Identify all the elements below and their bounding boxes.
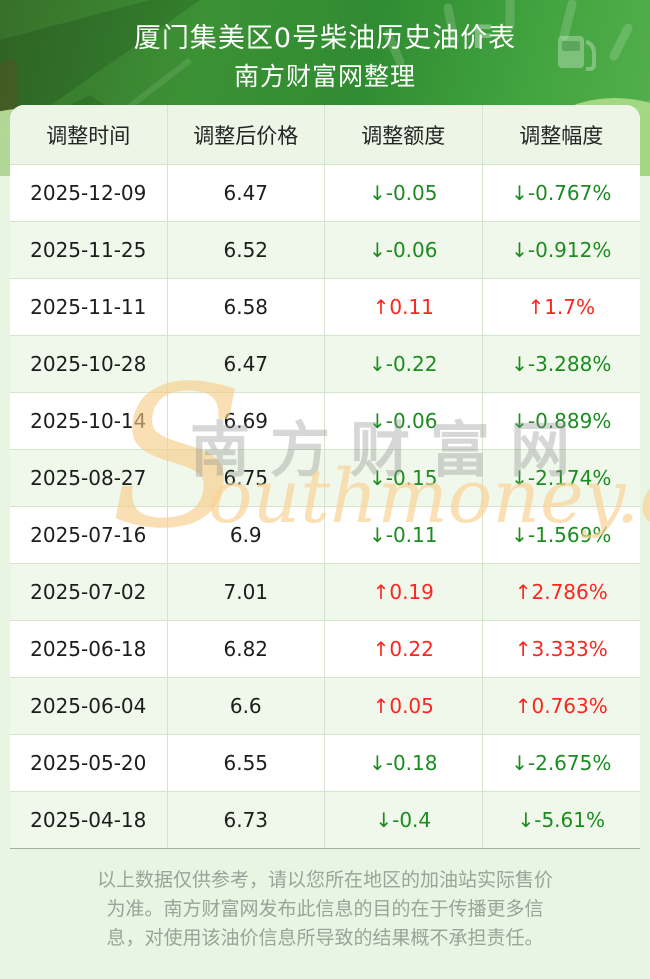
header-cell-0: 调整时间 bbox=[10, 105, 168, 164]
disclaimer-line: 息，对使用该油价信息所导致的结果概不承担责任。 bbox=[106, 927, 544, 949]
cell-adjust-percent: ↓-2.174% bbox=[511, 466, 612, 490]
cell-adjust-date: 2025-06-04 bbox=[10, 678, 168, 734]
cell-adjust-amount: ↑0.05 bbox=[325, 678, 483, 734]
cell-adjusted-price: 6.58 bbox=[168, 279, 325, 335]
cell-adjust-date: 2025-07-02 bbox=[10, 564, 168, 620]
cell-adjust-amount: ↓-0.11 bbox=[325, 507, 483, 563]
cell-adjust-amount: ↓-0.4 bbox=[325, 792, 483, 848]
cell-adjust-date: 2025-11-11 bbox=[10, 279, 168, 335]
table-body: 2025-12-09 6.47 ↓-0.05 ↓-0.767% 2025-11-25 6.… bbox=[10, 164, 640, 848]
cell-adjusted-price: 6.55 bbox=[168, 735, 325, 791]
cell-adjust-percent: ↓-5.61% bbox=[517, 808, 605, 832]
cell-adjust-percent: ↓-0.767% bbox=[511, 181, 612, 205]
cell-adjust-percent: ↓-3.288% bbox=[511, 352, 612, 376]
cell-adjust-percent: ↓-1.569% bbox=[511, 523, 612, 547]
table-row: 2025-04-18 6.73 ↓-0.4 ↓-5.61% bbox=[10, 791, 640, 848]
cell-adjust-percent: ↑0.763% bbox=[514, 694, 608, 718]
cell-adjust-amount: ↑0.11 bbox=[325, 279, 483, 335]
cell-adjust-date: 2025-05-20 bbox=[10, 735, 168, 791]
page-title: 厦门集美区0号柴油历史油价表 bbox=[133, 23, 517, 54]
cell-adjust-amount: ↓-0.06 bbox=[325, 393, 483, 449]
price-table-card: 调整时间 调整后价格 调整额度 调整幅度 2025-12-09 6.47 ↓-0.05 ↓-… bbox=[10, 105, 640, 849]
table-row: 2025-06-18 6.82 ↑0.22 ↑3.333% bbox=[10, 620, 640, 677]
cell-adjust-amount: ↓-0.06 bbox=[325, 222, 483, 278]
cell-adjust-amount: ↓-0.05 bbox=[325, 165, 483, 221]
cell-adjust-percent: ↑1.7% bbox=[527, 295, 596, 319]
cell-adjust-amount: ↓-0.18 bbox=[325, 735, 483, 791]
cell-adjusted-price: 6.9 bbox=[168, 507, 325, 563]
cell-adjusted-price: 6.75 bbox=[168, 450, 325, 506]
cell-adjusted-price: 6.47 bbox=[168, 336, 325, 392]
table-header-row: 调整时间 调整后价格 调整额度 调整幅度 bbox=[10, 105, 640, 164]
cell-adjust-date: 2025-07-16 bbox=[10, 507, 168, 563]
table-row: 2025-07-02 7.01 ↑0.19 ↑2.786% bbox=[10, 563, 640, 620]
cell-adjust-date: 2025-10-14 bbox=[10, 393, 168, 449]
cell-adjusted-price: 6.69 bbox=[168, 393, 325, 449]
cell-adjust-date: 2025-10-28 bbox=[10, 336, 168, 392]
table-row: 2025-08-27 6.75 ↓-0.15 ↓-2.174% bbox=[10, 449, 640, 506]
cell-adjust-amount: ↑0.19 bbox=[325, 564, 483, 620]
cell-adjust-amount: ↓-0.22 bbox=[325, 336, 483, 392]
table-row: 2025-07-16 6.9 ↓-0.11 ↓-1.569% bbox=[10, 506, 640, 563]
cell-adjusted-price: 6.73 bbox=[168, 792, 325, 848]
table-row: 2025-10-14 6.69 ↓-0.06 ↓-0.889% bbox=[10, 392, 640, 449]
cell-adjusted-price: 6.47 bbox=[168, 165, 325, 221]
cell-adjust-percent: ↑2.786% bbox=[514, 580, 608, 604]
cell-adjust-amount: ↓-0.15 bbox=[325, 450, 483, 506]
table-row: 2025-11-11 6.58 ↑0.11 ↑1.7% bbox=[10, 278, 640, 335]
cell-adjust-date: 2025-11-25 bbox=[10, 222, 168, 278]
cell-adjusted-price: 6.82 bbox=[168, 621, 325, 677]
cell-adjusted-price: 6.6 bbox=[168, 678, 325, 734]
cell-adjust-percent: ↓-0.889% bbox=[511, 409, 612, 433]
cell-adjust-percent: ↓-2.675% bbox=[511, 751, 612, 775]
header-cell-2: 调整额度 bbox=[325, 105, 483, 164]
table-row: 2025-11-25 6.52 ↓-0.06 ↓-0.912% bbox=[10, 221, 640, 278]
page-subtitle: 南方财富网整理 bbox=[233, 62, 416, 91]
cell-adjust-amount: ↑0.22 bbox=[325, 621, 483, 677]
table-row: 2025-12-09 6.47 ↓-0.05 ↓-0.767% bbox=[10, 164, 640, 221]
cell-adjust-date: 2025-08-27 bbox=[10, 450, 168, 506]
disclaimer-line: 为准。南方财富网发布此信息的目的在于传播更多信 bbox=[106, 898, 544, 920]
cell-adjusted-price: 7.01 bbox=[168, 564, 325, 620]
cell-adjust-date: 2025-12-09 bbox=[10, 165, 168, 221]
cell-adjust-percent: ↑3.333% bbox=[514, 637, 608, 661]
disclaimer-line: 以上数据仅供参考，请以您所在地区的加油站实际售价 bbox=[96, 869, 553, 891]
table-row: 2025-10-28 6.47 ↓-0.22 ↓-3.288% bbox=[10, 335, 640, 392]
header-cell-3: 调整幅度 bbox=[519, 123, 604, 148]
cell-adjusted-price: 6.52 bbox=[168, 222, 325, 278]
header-cell-1: 调整后价格 bbox=[168, 105, 325, 164]
table-row: 2025-05-20 6.55 ↓-0.18 ↓-2.675% bbox=[10, 734, 640, 791]
disclaimer: 以上数据仅供参考，请以您所在地区的加油站实际售价 为准。南方财富网发布此信息的目… bbox=[55, 866, 595, 953]
table-row: 2025-06-04 6.6 ↑0.05 ↑0.763% bbox=[10, 677, 640, 734]
cell-adjust-percent: ↓-0.912% bbox=[511, 238, 612, 262]
cell-adjust-date: 2025-06-18 bbox=[10, 621, 168, 677]
cell-adjust-date: 2025-04-18 bbox=[10, 792, 168, 848]
